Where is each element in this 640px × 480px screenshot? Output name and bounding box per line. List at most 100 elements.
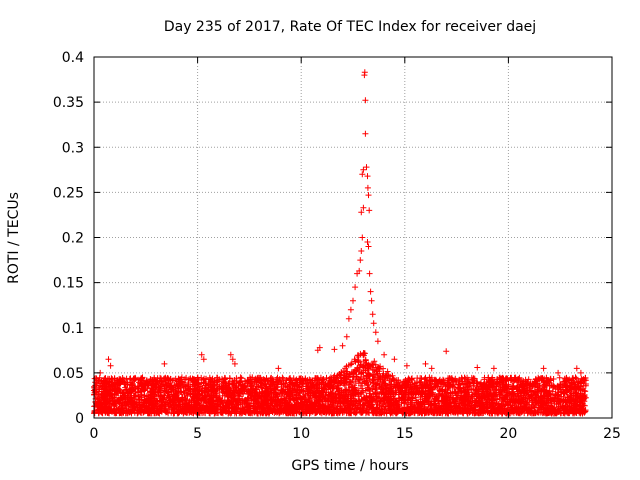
data-point <box>409 397 416 404</box>
data-point <box>484 392 490 399</box>
data-point <box>401 404 408 411</box>
data-point <box>532 380 539 387</box>
data-point <box>581 387 588 394</box>
data-point <box>572 374 579 381</box>
data-point <box>442 401 449 408</box>
data-point <box>563 374 570 381</box>
data-point <box>483 383 490 390</box>
data-point <box>361 350 368 357</box>
data-point <box>354 389 361 396</box>
data-point <box>185 380 192 386</box>
data-point <box>354 404 361 411</box>
data-point <box>153 384 159 391</box>
data-point <box>396 405 403 412</box>
data-point <box>187 386 194 393</box>
data-point <box>370 405 377 412</box>
data-point <box>430 398 437 405</box>
data-point <box>485 379 492 385</box>
data-point <box>396 397 402 404</box>
data-point <box>210 392 217 399</box>
data-point <box>160 381 167 388</box>
data-point <box>562 398 569 404</box>
data-point <box>151 392 158 398</box>
data-point <box>401 397 408 404</box>
data-point <box>348 383 355 390</box>
data-point <box>347 406 354 413</box>
data-point <box>177 406 184 413</box>
data-point <box>452 390 459 397</box>
data-point <box>94 401 101 408</box>
data-point <box>461 374 468 381</box>
data-point <box>311 402 317 409</box>
data-point <box>238 375 245 382</box>
data-point <box>409 408 415 415</box>
data-point <box>449 389 456 396</box>
data-point <box>116 408 123 415</box>
data-point <box>354 352 361 359</box>
data-point <box>382 393 389 400</box>
data-point <box>515 409 522 416</box>
data-point <box>514 408 521 415</box>
data-point <box>287 376 294 383</box>
data-point <box>409 375 415 382</box>
data-point <box>222 404 229 411</box>
data-point <box>377 395 384 402</box>
data-point <box>206 408 213 415</box>
data-point <box>274 384 280 391</box>
data-point <box>469 397 476 404</box>
data-point <box>394 401 401 408</box>
data-point <box>216 376 223 383</box>
data-point <box>337 400 344 407</box>
data-point <box>144 382 151 389</box>
data-point <box>504 388 511 395</box>
data-point <box>247 402 254 409</box>
data-point <box>100 399 107 406</box>
data-point <box>204 390 211 397</box>
data-point <box>363 397 370 404</box>
data-point <box>132 375 139 382</box>
data-point <box>343 392 350 399</box>
data-point <box>459 410 466 417</box>
data-point <box>373 384 380 391</box>
data-point <box>292 397 299 404</box>
data-point <box>200 377 207 383</box>
data-point <box>547 376 554 383</box>
data-point <box>385 399 392 406</box>
data-point <box>129 405 136 412</box>
data-points <box>91 69 589 417</box>
data-point <box>175 376 182 383</box>
data-point <box>290 375 297 382</box>
data-point <box>274 383 281 390</box>
data-point <box>502 392 509 399</box>
data-point <box>284 406 291 413</box>
data-point <box>151 395 158 402</box>
data-point <box>518 387 525 394</box>
data-point <box>94 395 101 402</box>
data-point <box>580 402 587 409</box>
data-point <box>405 389 412 396</box>
data-point <box>111 407 118 414</box>
data-point <box>567 397 574 403</box>
data-point <box>312 399 318 406</box>
data-point <box>214 383 220 389</box>
data-point <box>484 400 491 407</box>
data-point <box>476 394 483 401</box>
data-point <box>377 374 384 381</box>
data-point <box>563 383 570 390</box>
data-point <box>322 380 329 387</box>
data-point <box>111 400 118 407</box>
data-point <box>416 379 423 386</box>
data-point <box>482 408 488 415</box>
data-point <box>468 386 475 393</box>
data-point <box>399 394 406 401</box>
data-point <box>92 388 99 395</box>
data-point <box>96 382 103 389</box>
data-point <box>120 376 127 383</box>
data-point <box>164 392 171 399</box>
data-point <box>577 378 584 385</box>
data-point <box>148 401 155 408</box>
data-point <box>526 406 533 413</box>
data-point <box>215 410 222 417</box>
data-point <box>328 379 335 385</box>
